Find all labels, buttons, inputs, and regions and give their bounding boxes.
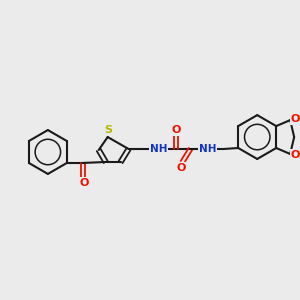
Text: O: O <box>177 163 186 173</box>
Text: NH: NH <box>199 144 216 154</box>
Text: O: O <box>172 125 181 135</box>
Text: O: O <box>290 150 300 160</box>
Text: O: O <box>290 114 300 124</box>
Text: O: O <box>79 178 88 188</box>
Text: S: S <box>105 125 113 135</box>
Text: NH: NH <box>150 144 167 154</box>
